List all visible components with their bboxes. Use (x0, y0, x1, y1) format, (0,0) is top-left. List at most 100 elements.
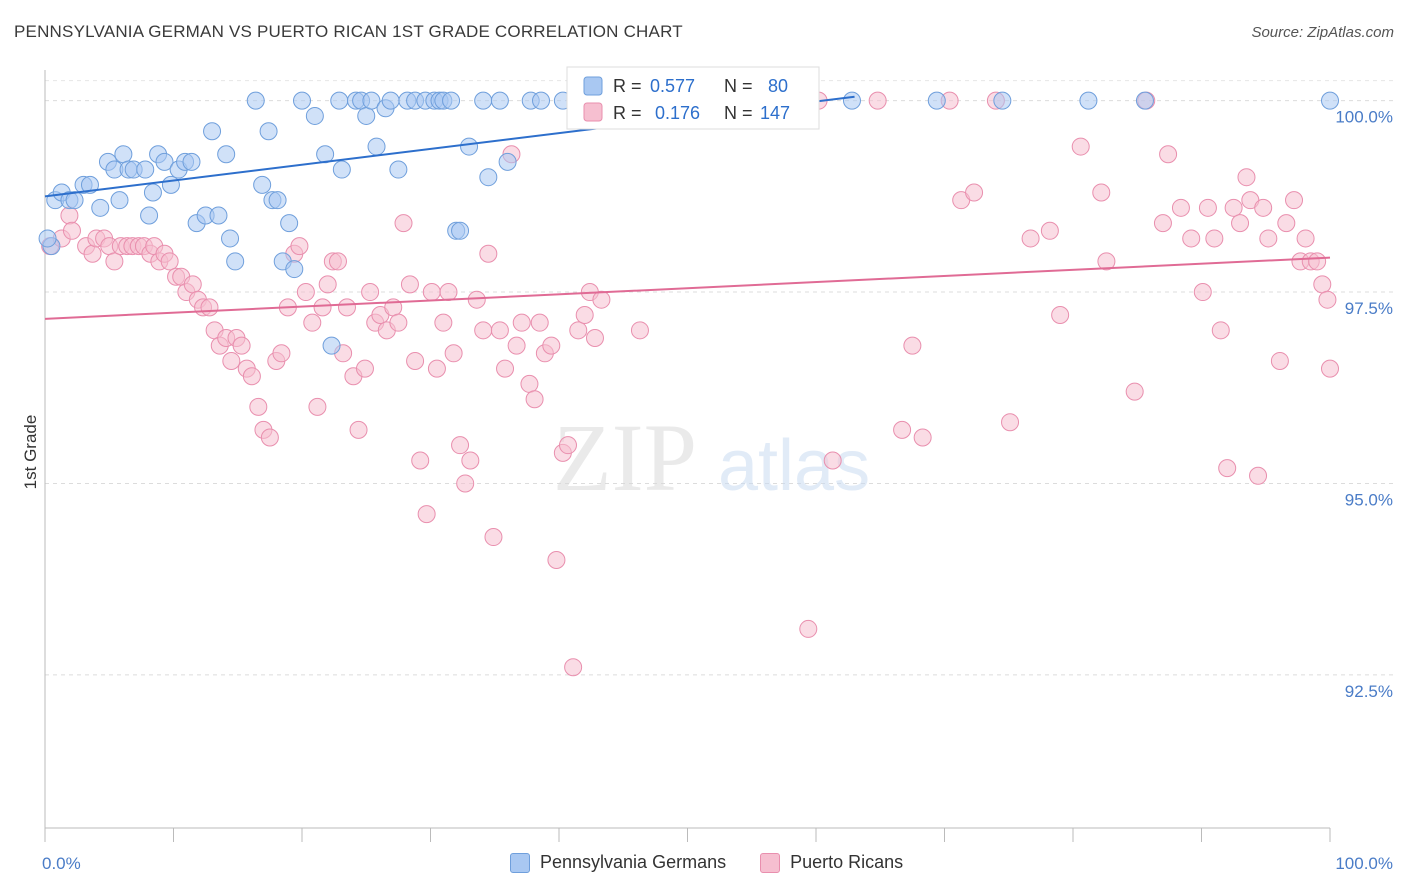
pa-point-80 (1321, 91, 1339, 110)
y-tick-label-2: 97.5% (1345, 299, 1393, 318)
pr-point-45 (308, 397, 327, 416)
pr-point-39 (272, 344, 291, 363)
pa-point-65 (498, 152, 517, 171)
pr-point-42 (290, 237, 309, 256)
stats-legend: R = 0.577 N = 80 R = 0.176 N = 147 (566, 66, 820, 130)
pr-point-128 (1205, 229, 1224, 248)
pr-point-61 (394, 214, 413, 233)
pr-point-49 (328, 252, 347, 271)
pr-point-116 (1051, 306, 1070, 325)
pa-point-7 (91, 198, 110, 217)
pr-point-81 (507, 336, 526, 355)
pr-point-133 (1237, 168, 1256, 187)
pr-point-71 (451, 436, 470, 455)
pa-point-39 (305, 106, 324, 125)
pr-point-119 (1097, 252, 1116, 271)
pa-point-41 (322, 336, 341, 355)
pr-point-73 (461, 451, 480, 470)
pa-point-4 (65, 191, 84, 210)
pa-point-15 (140, 206, 159, 225)
watermark: ZIP atlas (553, 404, 870, 511)
pr-point-88 (547, 551, 566, 570)
pr-point-23 (183, 275, 202, 294)
pr-point-124 (1171, 198, 1190, 217)
pa-point-6 (80, 175, 99, 194)
pr-point-93 (575, 306, 594, 325)
pa-point-42 (330, 91, 349, 110)
pr-point-5 (83, 244, 102, 263)
pa-point-43 (332, 160, 351, 179)
pr-point-65 (417, 505, 436, 524)
pr-point-114 (1021, 229, 1040, 248)
legend-swatch-pr-bottom (760, 852, 781, 873)
pr-point-105 (868, 91, 887, 110)
pr-point-68 (434, 313, 453, 332)
pr-point-74 (467, 290, 486, 309)
pr-point-30 (222, 351, 241, 370)
pa-point-78 (1079, 91, 1098, 110)
pr-point-136 (1254, 198, 1273, 217)
pa-point-25 (203, 122, 222, 141)
pr-point-91 (564, 658, 583, 677)
pa-point-77 (993, 91, 1012, 110)
legend-pa-r-label: R = (613, 76, 642, 96)
pr-point-106 (893, 420, 912, 439)
chart-title: PENNSYLVANIA GERMAN VS PUERTO RICAN 1ST … (14, 22, 683, 41)
watermark-zip: ZIP (553, 404, 697, 511)
pr-point-147 (1321, 359, 1339, 378)
pr-point-130 (1218, 459, 1237, 478)
pr-point-107 (903, 336, 922, 355)
y-tick-label-1: 95.0% (1345, 490, 1393, 509)
pr-point-122 (1153, 214, 1172, 233)
pa-point-27 (217, 145, 236, 164)
pr-point-9 (105, 252, 124, 271)
x-tick-labels: 0.0% 100.0% (42, 854, 1393, 873)
pr-point-69 (439, 283, 458, 302)
pr-point-77 (484, 528, 503, 547)
legend-item-pa: Pennsylvania Germans (510, 852, 726, 873)
pr-point-51 (337, 298, 356, 317)
pa-point-46 (357, 106, 376, 125)
source-label: Source: ZipAtlas.com (1251, 24, 1394, 41)
pr-point-99 (630, 321, 649, 340)
pa-point-58 (442, 91, 461, 110)
pr-point-127 (1198, 198, 1217, 217)
pr-point-129 (1211, 321, 1230, 340)
pr-point-32 (232, 336, 251, 355)
pa-point-30 (246, 91, 265, 110)
pr-point-95 (585, 328, 604, 347)
pa-point-75 (842, 91, 861, 110)
pr-point-117 (1071, 137, 1090, 156)
pr-point-76 (479, 244, 498, 263)
pr-point-111 (965, 183, 984, 202)
puerto-ricans-points (41, 91, 1339, 677)
pr-point-54 (355, 359, 374, 378)
pr-point-125 (1182, 229, 1201, 248)
legend-swatch-pa-bottom (510, 852, 530, 873)
pr-point-46 (313, 298, 332, 317)
pr-point-92 (569, 321, 588, 340)
legend-pa-n-label: N = (724, 76, 753, 96)
pr-point-19 (160, 252, 179, 271)
pr-point-140 (1285, 191, 1304, 210)
pr-point-131 (1224, 198, 1243, 217)
pr-point-115 (1040, 221, 1059, 240)
pa-point-60 (451, 221, 470, 240)
pa-point-67 (532, 91, 551, 110)
pa-point-26 (209, 206, 228, 225)
pr-point-43 (296, 283, 315, 302)
pr-point-135 (1249, 466, 1268, 485)
pa-point-11 (114, 145, 133, 164)
pr-point-3 (62, 221, 81, 240)
legend-pr-n-label: N = (724, 103, 753, 123)
watermark-atlas: atlas (718, 426, 870, 506)
pa-point-38 (293, 91, 311, 110)
legend-box (566, 66, 820, 130)
legend-swatch-pa (583, 76, 603, 96)
legend-label-pr: Puerto Ricans (790, 852, 904, 872)
pa-point-51 (389, 160, 408, 179)
pr-point-118 (1092, 183, 1111, 202)
pa-point-47 (362, 91, 381, 110)
pr-point-146 (1318, 290, 1337, 309)
pr-point-53 (349, 420, 368, 439)
